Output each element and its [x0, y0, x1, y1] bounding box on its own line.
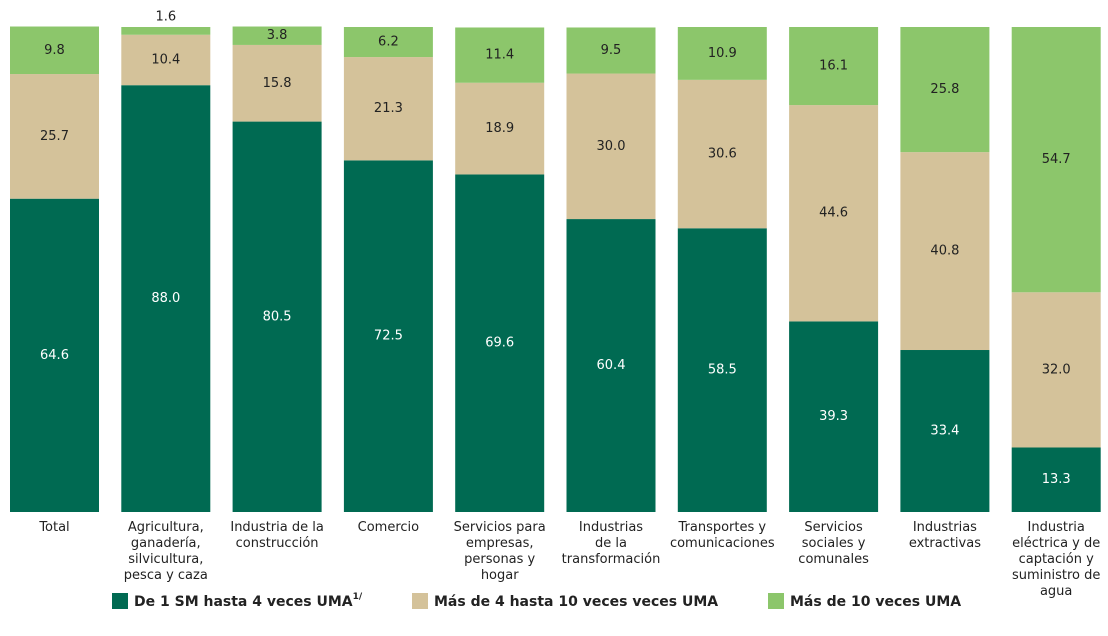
value-label: 80.5 — [263, 309, 292, 324]
bar-segment — [1011, 292, 1101, 448]
value-label: 25.8 — [930, 82, 959, 97]
legend-label: Más de 10 veces UMA — [790, 594, 961, 610]
x-tick-label: Industrias extractivas — [909, 520, 981, 551]
bar-segment — [121, 85, 211, 512]
value-label: 16.1 — [819, 59, 848, 74]
value-label: 15.8 — [263, 76, 292, 91]
value-label: 11.4 — [485, 48, 514, 63]
bar-segment — [900, 152, 990, 351]
value-label: 13.3 — [1042, 472, 1071, 487]
legend-swatch — [412, 593, 428, 609]
value-label: 10.9 — [708, 46, 737, 61]
bar-segment — [232, 121, 322, 512]
bar-segment — [343, 57, 433, 161]
bar-segment — [455, 82, 545, 175]
bar-segment — [566, 219, 656, 512]
value-label: 88.0 — [151, 291, 180, 306]
bar-segment — [677, 27, 767, 80]
legend-note: 1/ — [353, 592, 363, 602]
x-tick-label: Total — [38, 520, 69, 535]
bar-segment — [566, 73, 656, 220]
value-label: 3.8 — [267, 28, 288, 43]
value-label: 32.0 — [1042, 362, 1071, 377]
bar-segment — [343, 160, 433, 512]
value-label: 40.8 — [930, 244, 959, 259]
bar-segment — [232, 44, 322, 122]
value-label: 64.6 — [40, 348, 69, 363]
value-label: 44.6 — [819, 206, 848, 221]
bar-segment — [677, 228, 767, 512]
value-label: 21.3 — [374, 101, 403, 116]
value-label: 39.3 — [819, 409, 848, 424]
value-label: 10.4 — [151, 52, 180, 67]
value-label: 60.4 — [597, 358, 626, 373]
value-label: 30.6 — [708, 147, 737, 162]
x-tick-label: Servicios para empresas, personas y hogar — [454, 520, 546, 583]
bar-segment — [789, 105, 879, 322]
bar-segment — [10, 26, 99, 75]
bar-segment — [10, 74, 99, 199]
bar-segment — [900, 27, 990, 153]
bar-segment — [10, 198, 99, 512]
bar-segment — [455, 174, 545, 512]
x-tick-label: Comercio — [358, 520, 420, 535]
bar-segment — [121, 27, 211, 35]
value-label: 72.5 — [374, 329, 403, 344]
bar-segment — [789, 321, 879, 512]
value-label: 58.5 — [708, 363, 737, 378]
x-tick-label: Servicios sociales y comunales — [798, 520, 869, 567]
value-label: 54.7 — [1042, 152, 1071, 167]
value-label: 18.9 — [485, 121, 514, 136]
legend-swatch — [768, 593, 784, 609]
value-label: 9.5 — [601, 43, 622, 58]
value-label: 69.6 — [485, 336, 514, 351]
bar-segment — [900, 350, 990, 512]
x-tick-label: Industria de la construcción — [230, 520, 323, 551]
bar-segment — [677, 79, 767, 229]
value-label: 9.8 — [44, 43, 65, 58]
x-tick-label: Industria eléctrica y de captación y sumini… — [1012, 520, 1100, 599]
x-tick-label: Industrias de la transformación — [562, 520, 661, 567]
value-label: 25.7 — [40, 129, 69, 144]
bar-segment — [455, 27, 545, 83]
value-label: 1.6 — [155, 10, 176, 25]
legend-label: Más de 4 hasta 10 veces veces UMA — [434, 594, 718, 610]
bar-segment — [1011, 27, 1101, 293]
bar-segment — [343, 27, 433, 58]
value-label: 6.2 — [378, 35, 399, 50]
value-label: 33.4 — [930, 424, 959, 439]
legend-swatch — [112, 593, 128, 609]
bar-segment — [121, 34, 211, 86]
bar-segment — [566, 27, 656, 74]
bar-segment — [232, 26, 322, 45]
bar-segment — [789, 27, 879, 106]
value-label: 30.0 — [597, 139, 626, 154]
legend-label: De 1 SM hasta 4 veces UMA1/ — [134, 592, 363, 611]
x-tick-label: Agricultura, ganadería, silvicultura, pesca… — [124, 520, 208, 583]
x-tick-label: Transportes y comunicaciones — [670, 520, 775, 551]
bar-segment — [1011, 447, 1101, 512]
